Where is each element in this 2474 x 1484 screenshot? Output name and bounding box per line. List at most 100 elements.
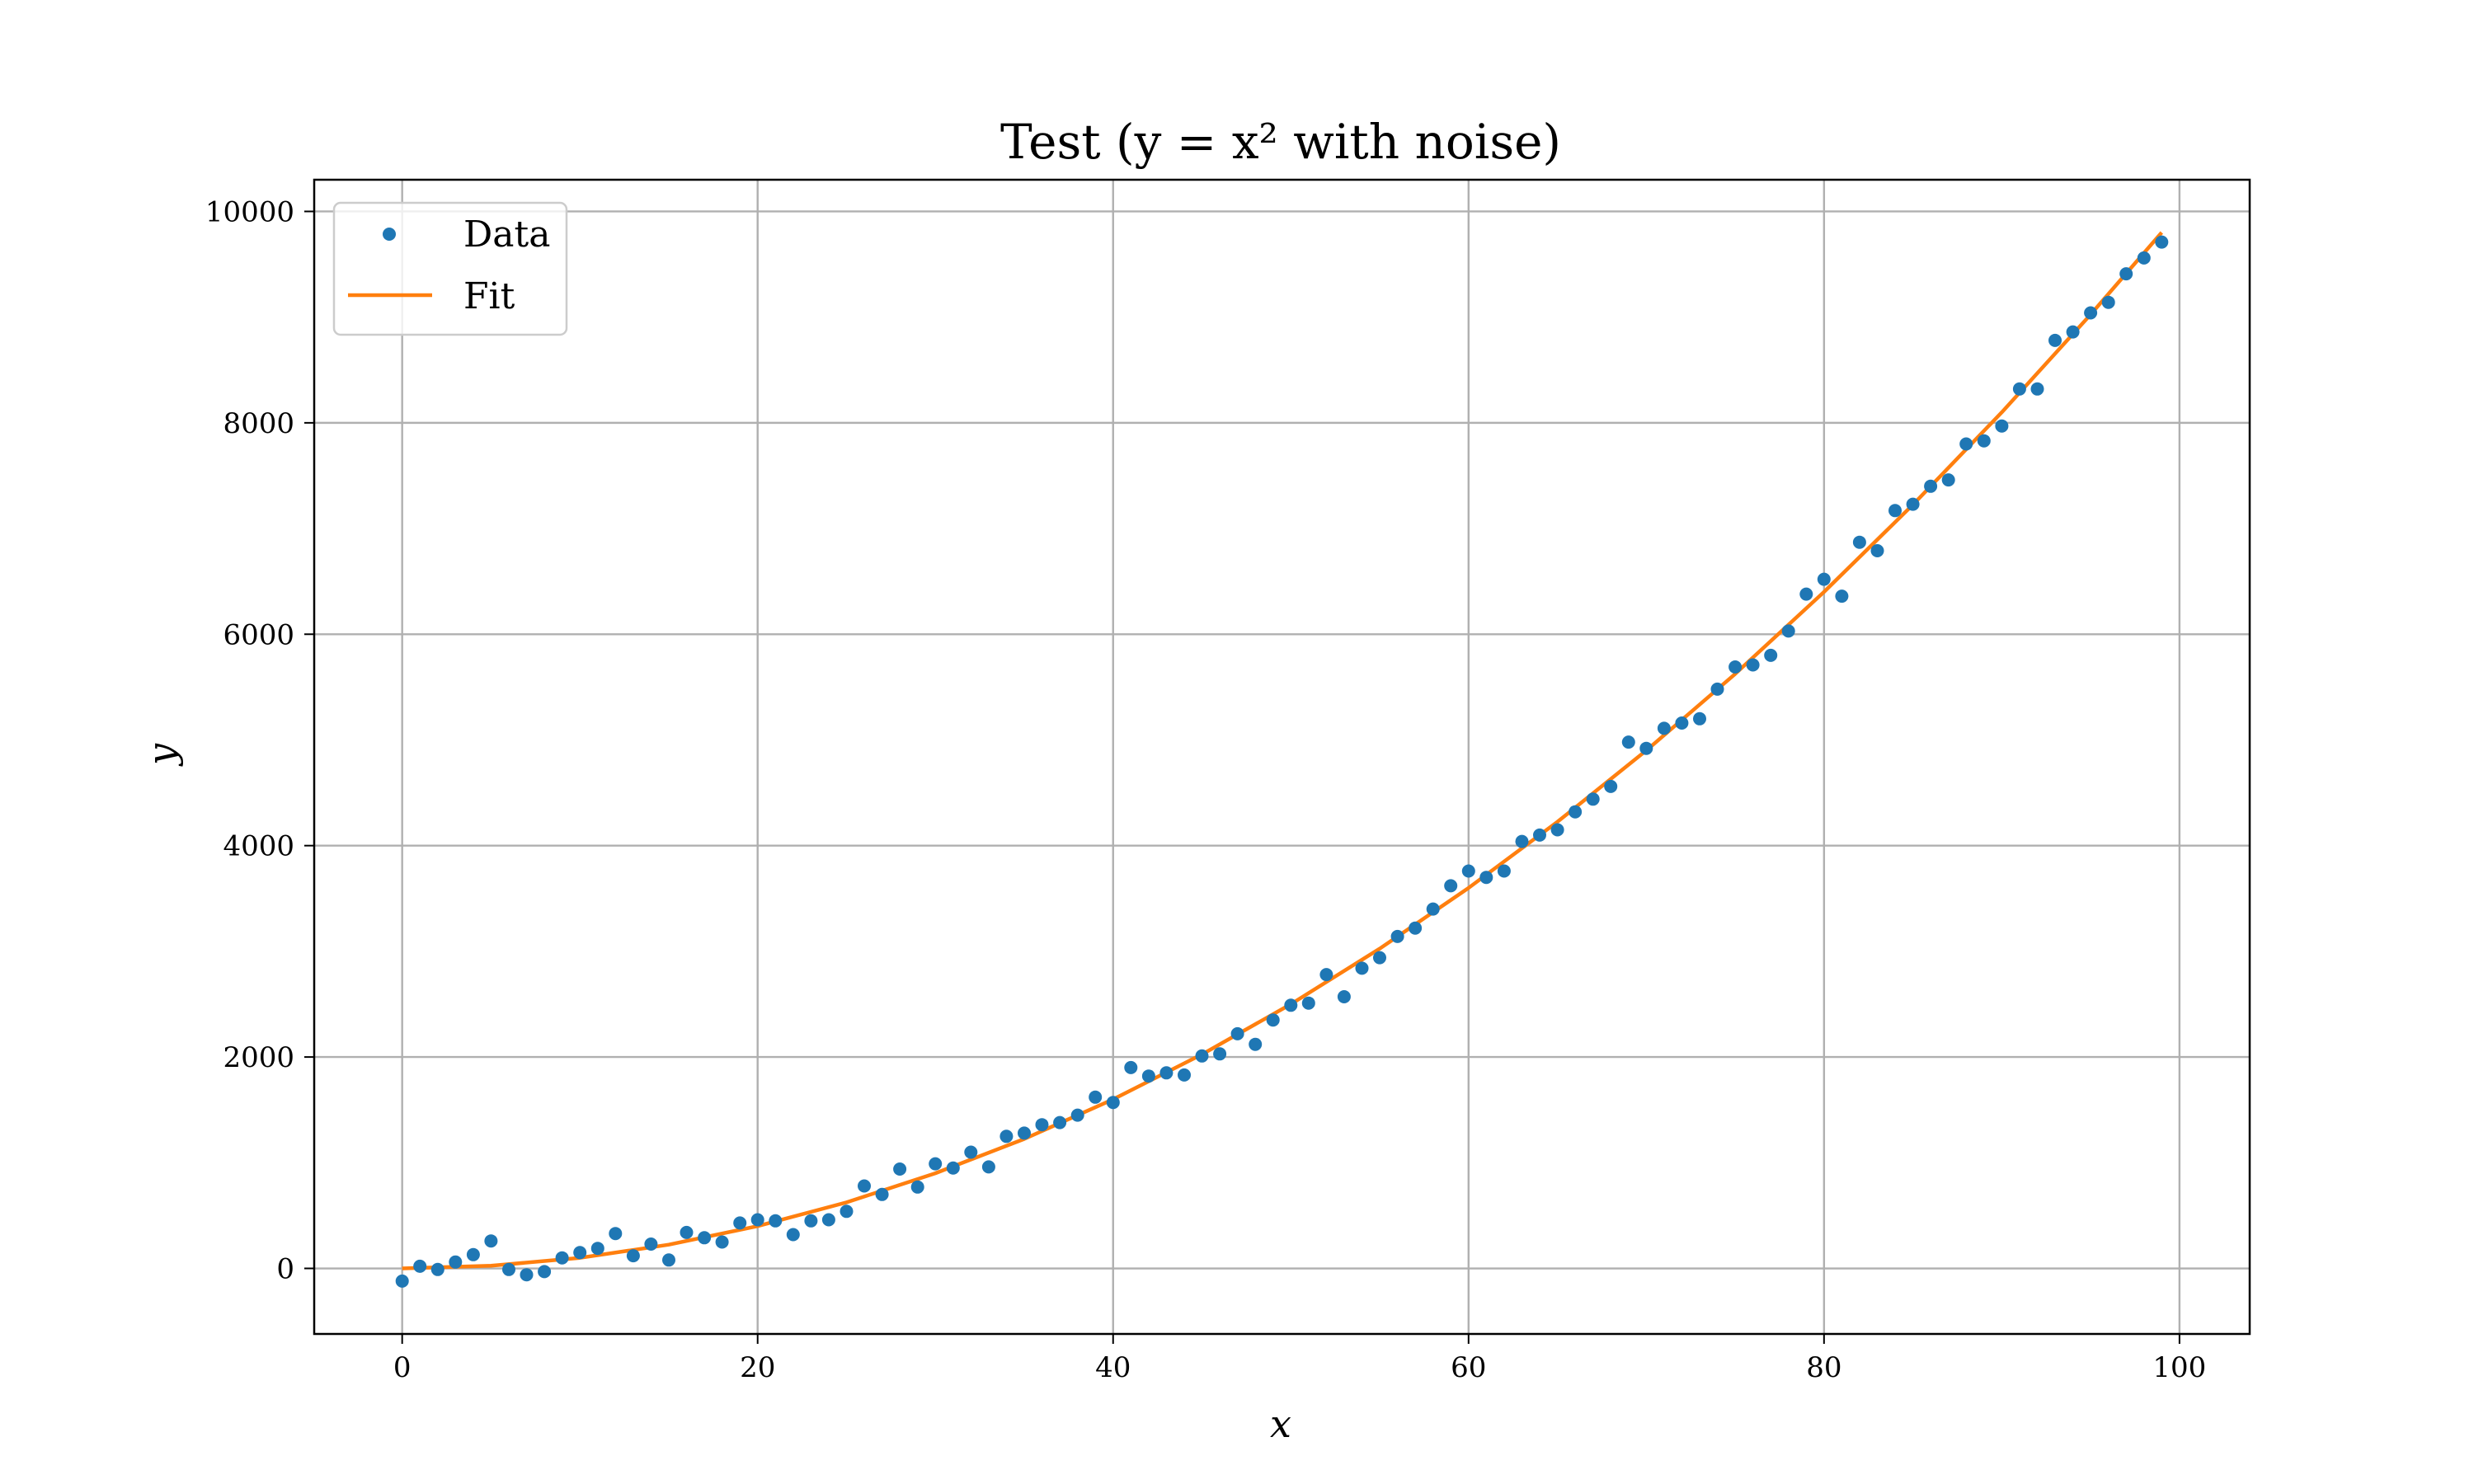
y-axis-ticks: 0 2000 4000 6000 8000 10000	[205, 195, 314, 1286]
data-point	[609, 1227, 623, 1241]
data-point	[981, 1160, 995, 1174]
data-point	[1319, 968, 1333, 982]
data-point	[750, 1213, 764, 1227]
data-point	[662, 1253, 675, 1267]
data-point	[2066, 325, 2080, 339]
legend: Data Fit	[332, 201, 568, 336]
data-point	[644, 1237, 658, 1251]
data-point	[769, 1214, 783, 1228]
x-tick-label: 40	[1095, 1351, 1131, 1384]
data-point	[1141, 1069, 1155, 1083]
data-point	[1604, 779, 1618, 793]
x-tick-label: 0	[393, 1351, 412, 1384]
data-point	[698, 1231, 712, 1245]
chart-title-text: Test (y = x² with noise)	[1000, 114, 1561, 170]
data-point	[2119, 267, 2133, 281]
data-point	[395, 1274, 409, 1288]
data-point	[1781, 624, 1795, 638]
data-point	[910, 1180, 924, 1194]
x-tick-label: 20	[740, 1351, 775, 1384]
data-point	[1799, 587, 1813, 601]
data-point	[1124, 1060, 1138, 1074]
data-point	[929, 1157, 943, 1171]
data-point	[590, 1242, 604, 1256]
data-point	[1018, 1126, 1031, 1140]
plot-frame	[313, 178, 2251, 1336]
data-point	[804, 1214, 818, 1228]
data-point	[2101, 295, 2115, 309]
grid-lines	[314, 180, 2250, 1334]
data-point	[1959, 437, 1973, 451]
data-point	[1284, 998, 1298, 1012]
data-point	[1213, 1047, 1227, 1061]
data-point	[1515, 834, 1529, 848]
y-tick-label: 2000	[223, 1041, 294, 1074]
x-tick-label: 80	[1806, 1351, 1841, 1384]
data-point	[573, 1246, 587, 1260]
data-point	[1550, 823, 1564, 837]
data-point	[1195, 1049, 1209, 1063]
data-point	[1764, 648, 1778, 662]
data-point	[1390, 929, 1404, 943]
y-tick-label: 0	[276, 1253, 294, 1286]
data-point	[1089, 1090, 1103, 1104]
data-point	[893, 1162, 907, 1176]
data-point	[2137, 251, 2151, 265]
data-point	[1249, 1037, 1263, 1051]
data-point	[1746, 658, 1760, 672]
data-point	[821, 1213, 835, 1227]
data-point	[502, 1262, 515, 1276]
data-point	[626, 1249, 640, 1263]
data-point	[858, 1179, 871, 1193]
data-point	[1817, 572, 1831, 586]
data-point	[1729, 660, 1743, 674]
data-point	[1461, 864, 1475, 878]
data-point	[733, 1216, 747, 1230]
legend-data-marker	[383, 228, 396, 241]
data-point	[1479, 871, 1493, 885]
data-point	[430, 1262, 444, 1276]
data-point	[1444, 879, 1458, 893]
data-points-layer	[395, 235, 2169, 1288]
data-point	[1693, 711, 1706, 726]
legend-fit-label: Fit	[463, 275, 515, 317]
data-point	[449, 1255, 463, 1269]
data-point	[1106, 1096, 1120, 1110]
data-point	[1355, 961, 1369, 975]
data-point	[1373, 951, 1386, 965]
data-point	[999, 1129, 1014, 1144]
data-point	[1977, 434, 1991, 448]
data-point	[2084, 306, 2098, 320]
data-point	[1586, 792, 1600, 806]
data-point	[413, 1259, 427, 1273]
data-point	[466, 1247, 480, 1261]
y-tick-label: 10000	[205, 195, 294, 228]
data-point	[1426, 902, 1440, 916]
data-point	[1710, 682, 1724, 696]
data-point	[1995, 419, 2009, 433]
data-point	[538, 1265, 552, 1279]
data-point	[1070, 1108, 1084, 1122]
data-point	[1053, 1115, 1067, 1129]
data-point	[1835, 589, 1849, 603]
y-axis-label: y	[139, 743, 184, 767]
y-tick-label: 8000	[223, 407, 294, 440]
data-point	[875, 1187, 889, 1201]
data-point	[1497, 864, 1511, 878]
data-point	[520, 1268, 534, 1282]
data-point	[2012, 382, 2026, 396]
data-point	[1409, 921, 1423, 935]
x-axis-ticks: 0 20 40 60 80 100	[393, 1334, 2206, 1384]
y-tick-label: 6000	[223, 618, 294, 651]
x-tick-label: 60	[1451, 1351, 1486, 1384]
data-point	[1533, 828, 1546, 842]
data-point	[1888, 504, 1902, 518]
data-point	[680, 1225, 694, 1239]
data-point	[715, 1235, 729, 1249]
data-point	[1852, 535, 1866, 549]
data-point	[1870, 544, 1884, 557]
data-point	[1924, 479, 1938, 493]
data-point	[484, 1234, 498, 1248]
data-point	[1569, 805, 1583, 819]
data-point	[1178, 1068, 1191, 1082]
